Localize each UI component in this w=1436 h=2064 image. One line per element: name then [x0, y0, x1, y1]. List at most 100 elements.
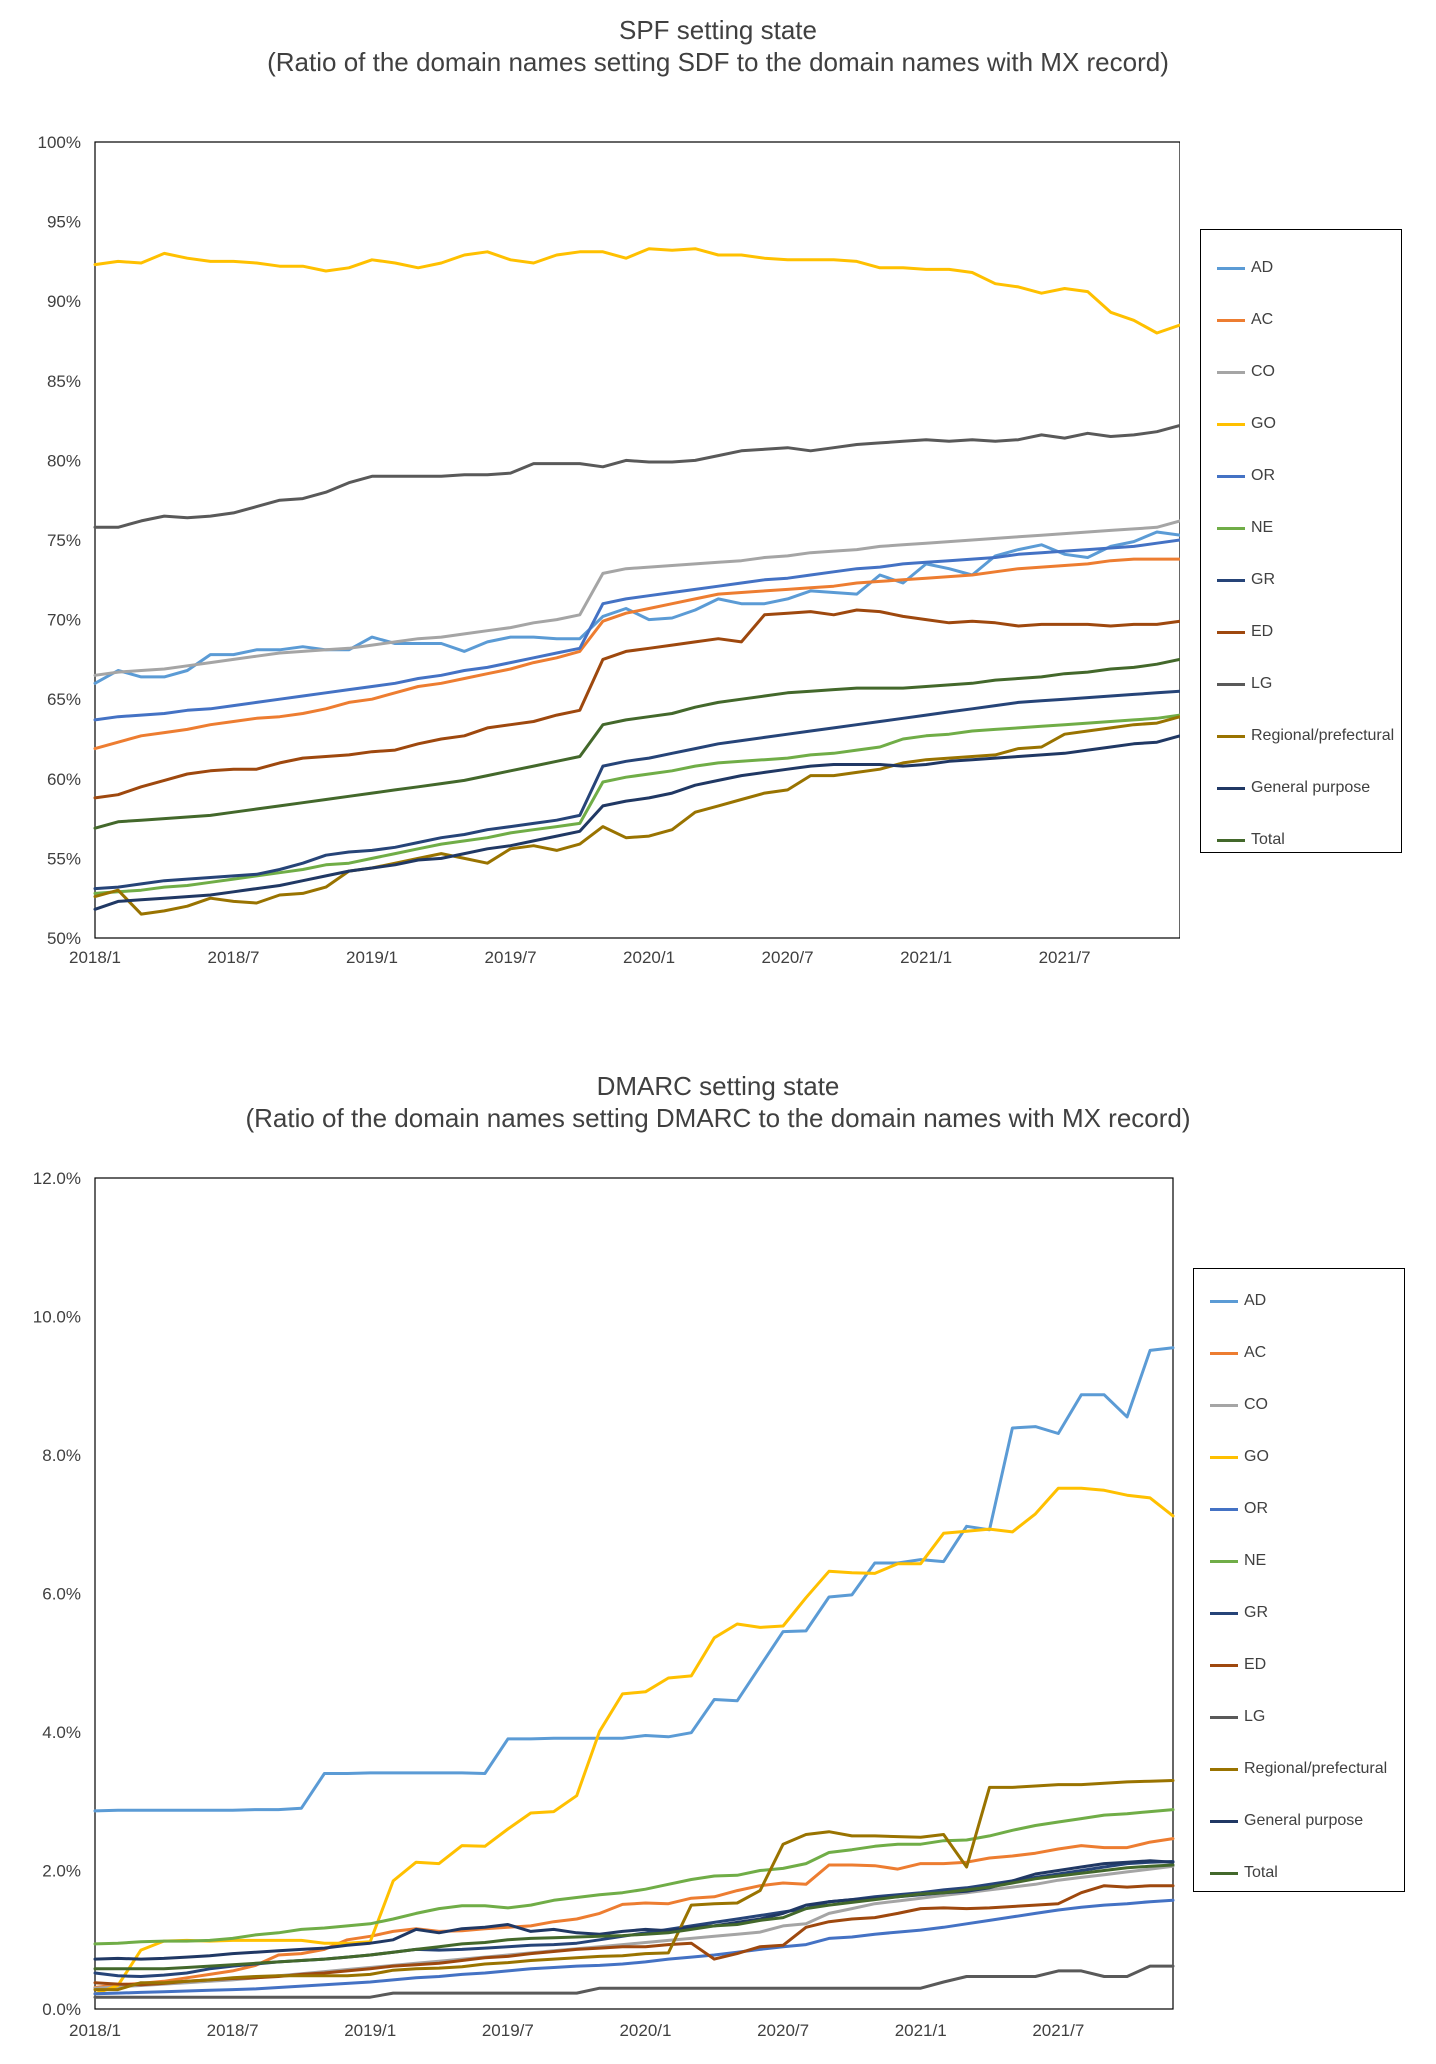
x-tick-label: 2018/1 [69, 2021, 121, 2040]
legend-item-general-purpose: General purpose [1194, 1811, 1363, 1831]
series-line-gr [93, 1860, 1175, 1978]
series-line-ad [93, 1346, 1175, 1813]
x-tick-label: 2021/7 [1039, 948, 1091, 967]
legend-swatch [1210, 1767, 1238, 1771]
series-line-ac [93, 557, 1180, 751]
y-tick-label: 0.0% [42, 2000, 81, 2019]
spf-line-chart: 50% 55% 60% 65% 70% 75% 80% 85% 90% 95% 100% 2018/1… [38, 133, 1180, 967]
y-tick-label: 90% [47, 292, 81, 311]
y-tick-label: 85% [47, 372, 81, 391]
legend-item-lg: LG [1201, 674, 1272, 694]
x-tick-label: 2021/1 [895, 2021, 947, 2040]
x-tick-label: 2019/7 [482, 2021, 534, 2040]
legend-label: General purpose [1251, 779, 1371, 796]
legend-item-ne: NE [1194, 1551, 1266, 1571]
legend-item-ac: AC [1194, 1343, 1266, 1363]
legend-item-go: GO [1194, 1447, 1269, 1467]
legend-item-co: CO [1194, 1395, 1268, 1415]
x-tick-label: 2020/7 [757, 2021, 809, 2040]
series-line-total [93, 657, 1180, 830]
legend-swatch [1217, 266, 1245, 270]
legend-item-go: GO [1201, 414, 1276, 434]
y-tick-label: 8.0% [42, 1446, 81, 1465]
legend-item-ed: ED [1194, 1655, 1266, 1675]
legend-item-ed: ED [1201, 622, 1273, 642]
legend-swatch [1217, 734, 1245, 738]
x-tick-label: 2021/7 [1032, 2021, 1084, 2040]
legend-label: LG [1244, 1708, 1266, 1725]
legend-swatch [1217, 370, 1245, 374]
x-tick-label: 2021/1 [900, 948, 952, 967]
series-line-or [93, 1898, 1175, 1996]
x-tick-label: 2020/7 [762, 948, 814, 967]
legend-swatch [1217, 838, 1245, 842]
y-tick-label: 70% [47, 611, 81, 630]
y-tick-label: 4.0% [42, 1723, 81, 1742]
legend-swatch [1210, 1507, 1238, 1511]
legend-swatch [1217, 682, 1245, 686]
series-line-ed [93, 608, 1180, 800]
y-tick-label: 80% [47, 451, 81, 470]
legend-swatch [1217, 422, 1245, 426]
legend-item-gr: GR [1201, 570, 1275, 590]
legend-swatch [1210, 1351, 1238, 1355]
legend-label: CO [1244, 1396, 1268, 1413]
y-tick-label: 2.0% [42, 1862, 81, 1881]
series-line-or [93, 538, 1180, 722]
legend-item-regional-prefectural: Regional/prefectural [1194, 1759, 1387, 1779]
legend-item-or: OR [1201, 466, 1275, 486]
legend-item-total: Total [1194, 1863, 1278, 1883]
spf-chart-legend: AD AC CO GO OR NE GR ED LG Regional/prefectural Ge… [1200, 229, 1402, 853]
x-tick-label: 2020/1 [623, 948, 675, 967]
y-tick-label: 55% [47, 849, 81, 868]
plot-area-frame [94, 1177, 1174, 2010]
y-tick-label: 60% [47, 770, 81, 789]
legend-swatch [1217, 318, 1245, 322]
legend-item-ad: AD [1201, 258, 1273, 278]
legend-item-ac: AC [1201, 310, 1273, 330]
legend-swatch [1217, 630, 1245, 634]
legend-item-co: CO [1201, 362, 1275, 382]
legend-label: CO [1251, 363, 1275, 380]
legend-swatch [1217, 578, 1245, 582]
legend-label: AC [1244, 1344, 1267, 1361]
legend-label: Regional/prefectural [1251, 727, 1395, 744]
legend-item-general-purpose: General purpose [1201, 778, 1370, 798]
y-tick-label: 50% [47, 929, 81, 948]
x-tick-label: 2020/1 [619, 2021, 671, 2040]
y-tick-label: 65% [47, 690, 81, 709]
x-tick-label: 2019/7 [485, 948, 537, 967]
legend-item-ne: NE [1201, 518, 1273, 538]
legend-swatch [1210, 1715, 1238, 1719]
series-line-ne [93, 1808, 1175, 1946]
x-tick-label: 2018/7 [207, 2021, 259, 2040]
x-tick-label: 2019/1 [344, 2021, 396, 2040]
legend-item-regional-prefectural: Regional/prefectural [1201, 726, 1394, 746]
legend-label: LG [1251, 675, 1273, 692]
legend-swatch [1210, 1611, 1238, 1615]
series-line-go [93, 247, 1180, 335]
x-tick-label: 2019/1 [346, 948, 398, 967]
legend-label: AD [1244, 1292, 1267, 1309]
legend-label: AD [1251, 259, 1274, 276]
legend-swatch [1217, 526, 1245, 530]
legend-swatch [1210, 1559, 1238, 1563]
series-line-regional-prefectural [93, 715, 1180, 916]
legend-swatch [1210, 1403, 1238, 1407]
y-tick-label: 75% [47, 531, 81, 550]
legend-item-total: Total [1201, 830, 1285, 850]
legend-swatch [1210, 1299, 1238, 1303]
y-tick-label: 100% [38, 133, 81, 152]
legend-label: AC [1251, 311, 1274, 328]
legend-swatch [1210, 1871, 1238, 1875]
legend-label: Regional/prefectural [1244, 1760, 1388, 1777]
legend-label: GR [1251, 571, 1275, 588]
series-line-ad [93, 530, 1180, 685]
x-tick-label: 2018/7 [208, 948, 260, 967]
legend-swatch [1210, 1663, 1238, 1667]
series-line-ac [93, 1837, 1175, 1989]
legend-swatch [1210, 1455, 1238, 1459]
legend-label: NE [1251, 519, 1274, 536]
x-tick-label: 2018/1 [69, 948, 121, 967]
legend-swatch [1217, 474, 1245, 478]
